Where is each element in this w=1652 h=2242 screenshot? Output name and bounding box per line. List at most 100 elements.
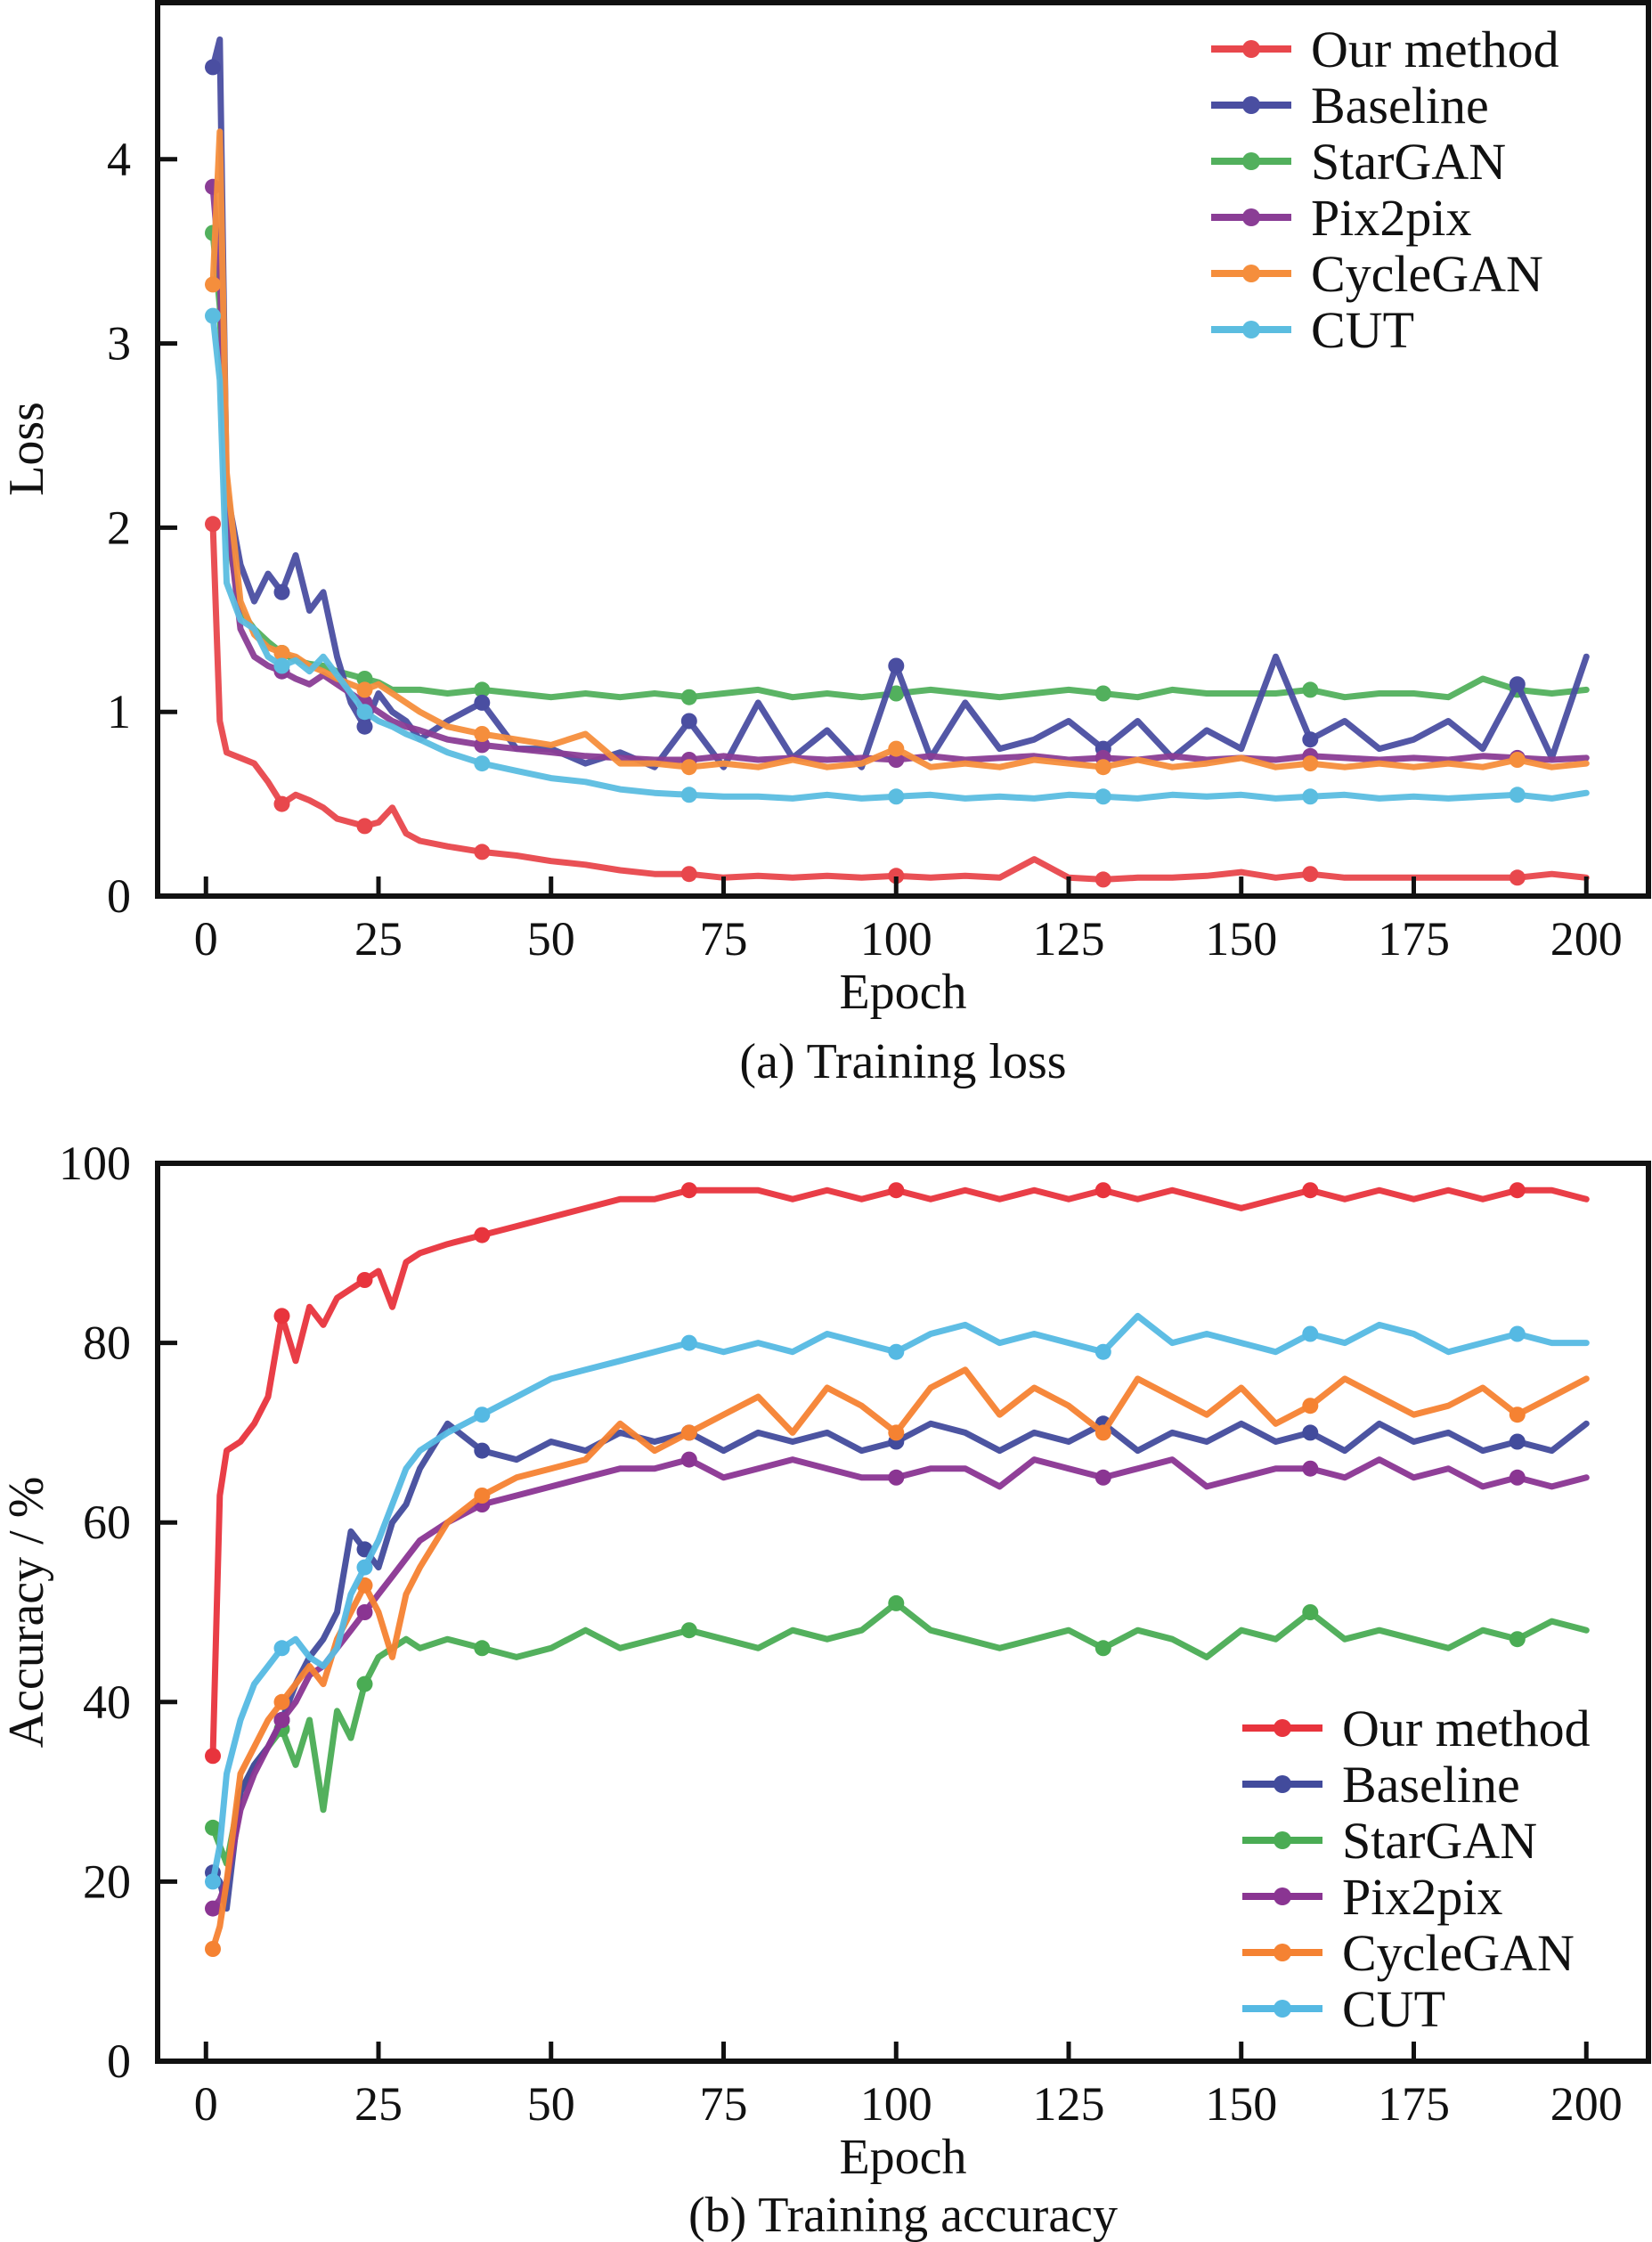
data-point-baseline xyxy=(680,713,697,730)
y-tick-label: 4 xyxy=(107,133,131,186)
x-tick-label: 200 xyxy=(1550,2077,1623,2131)
x-axis-title: Epoch xyxy=(839,2130,966,2185)
axis-ticks: 0 25 50 75 100 125 150 175 200 0 20 40 60 80 100 xyxy=(59,1137,1623,2131)
data-point-cut xyxy=(474,755,491,772)
data-point-our-method xyxy=(205,1748,221,1765)
data-point-cyclegan xyxy=(273,1693,290,1710)
legend-marker xyxy=(1274,1887,1291,1905)
y-tick-label: 3 xyxy=(107,317,131,371)
x-tick-label: 150 xyxy=(1205,912,1277,966)
series-group xyxy=(205,1182,1590,1957)
legend-label: CUT xyxy=(1311,301,1414,359)
legend-label: Our method xyxy=(1311,20,1559,78)
legend-item-baseline: Baseline xyxy=(1211,77,1489,135)
x-tick-label: 0 xyxy=(194,2077,218,2131)
data-point-cut xyxy=(356,704,373,721)
legend-marker xyxy=(1274,1944,1291,1961)
data-point-cyclegan xyxy=(1302,1398,1319,1414)
data-point-our-method xyxy=(1302,1182,1319,1199)
series-line-cut xyxy=(209,1312,1590,1885)
y-tick-label: 0 xyxy=(107,2034,131,2088)
data-point-pix2pix xyxy=(680,1451,697,1468)
y-tick-label: 2 xyxy=(107,501,131,554)
data-point-our-method xyxy=(273,1308,290,1325)
data-point-cyclegan xyxy=(273,645,290,661)
x-tick-label: 100 xyxy=(860,2077,932,2131)
x-tick-label: 125 xyxy=(1033,2077,1105,2131)
x-tick-label: 50 xyxy=(527,2077,575,2131)
data-point-our-method xyxy=(1509,1182,1526,1199)
data-point-pix2pix xyxy=(888,752,905,768)
data-point-baseline xyxy=(1302,1424,1319,1441)
data-point-cyclegan xyxy=(474,726,491,742)
data-point-baseline xyxy=(1509,1433,1526,1450)
data-point-pix2pix xyxy=(1509,1469,1526,1486)
legend-marker xyxy=(1242,96,1260,114)
x-tick-label: 25 xyxy=(354,912,403,966)
legend-item-pix2pix: Pix2pix xyxy=(1211,189,1472,247)
data-point-our-method xyxy=(1095,871,1111,888)
y-tick-label: 20 xyxy=(83,1855,131,1908)
y-tick-label: 80 xyxy=(83,1317,131,1370)
data-point-cyclegan xyxy=(680,759,697,776)
data-point-baseline xyxy=(205,59,221,76)
x-axis-title: Epoch xyxy=(839,965,966,1020)
data-point-pix2pix xyxy=(205,1900,221,1917)
legend-label: Pix2pix xyxy=(1342,1868,1503,1926)
data-point-baseline xyxy=(356,718,373,735)
data-point-stargan xyxy=(356,671,373,687)
data-point-cut xyxy=(273,1640,290,1657)
data-point-stargan xyxy=(356,1675,373,1692)
data-point-baseline xyxy=(273,583,290,600)
data-point-cyclegan xyxy=(888,740,905,757)
legend-item-stargan: StarGAN xyxy=(1242,1812,1537,1870)
legend-label: Our method xyxy=(1342,1700,1591,1757)
y-tick-label: 0 xyxy=(107,869,131,923)
x-tick-label: 125 xyxy=(1033,912,1105,966)
data-point-baseline xyxy=(1302,731,1319,748)
plot-frame xyxy=(155,1161,1651,2064)
data-point-cut xyxy=(1302,788,1319,805)
series-line-our-method xyxy=(209,1186,1590,1759)
data-point-our-method xyxy=(474,1227,491,1243)
y-axis-title: Loss xyxy=(0,402,54,496)
legend-label: CycleGAN xyxy=(1311,245,1543,303)
data-point-cut xyxy=(888,788,905,805)
series-line-pix2pix xyxy=(209,183,1590,763)
legend-item-our-method: Our method xyxy=(1242,1700,1591,1757)
data-point-cut xyxy=(474,1406,491,1423)
data-point-cut xyxy=(680,787,697,803)
data-point-our-method xyxy=(474,844,491,860)
data-point-cut xyxy=(205,307,221,324)
data-point-cyclegan xyxy=(205,1941,221,1957)
x-tick-label: 175 xyxy=(1378,912,1450,966)
data-point-cyclegan xyxy=(680,1424,697,1441)
x-tick-label: 0 xyxy=(194,912,218,966)
legend-label: CycleGAN xyxy=(1342,1924,1575,1982)
data-point-cut xyxy=(205,1873,221,1890)
data-point-stargan xyxy=(474,681,491,698)
data-point-pix2pix xyxy=(1095,1469,1111,1486)
data-point-stargan xyxy=(1509,1631,1526,1648)
data-point-pix2pix xyxy=(1302,1460,1319,1477)
data-point-our-method xyxy=(1302,866,1319,883)
legend-item-cut: CUT xyxy=(1242,1980,1445,2038)
data-point-baseline xyxy=(1509,676,1526,693)
legend-marker xyxy=(1242,40,1260,58)
series-line-our-method xyxy=(209,520,1590,883)
data-point-our-method xyxy=(888,1182,905,1199)
series-line-cyclegan xyxy=(209,1366,1590,1953)
legend-item-cyclegan: CycleGAN xyxy=(1242,1924,1575,1982)
x-tick-label: 75 xyxy=(700,2077,748,2131)
data-point-our-method xyxy=(1095,1182,1111,1199)
legend: Our methodBaselineStarGANPix2pixCycleGAN… xyxy=(1242,1700,1591,2038)
data-point-our-method xyxy=(273,795,290,812)
data-point-our-method xyxy=(356,818,373,835)
data-point-stargan xyxy=(1302,681,1319,698)
data-point-cut xyxy=(1095,1343,1111,1360)
series-line-stargan xyxy=(209,1600,1590,1867)
data-point-stargan xyxy=(1302,1604,1319,1620)
x-tick-label: 75 xyxy=(700,912,748,966)
data-point-baseline xyxy=(888,657,905,674)
data-point-cyclegan xyxy=(888,1424,905,1441)
